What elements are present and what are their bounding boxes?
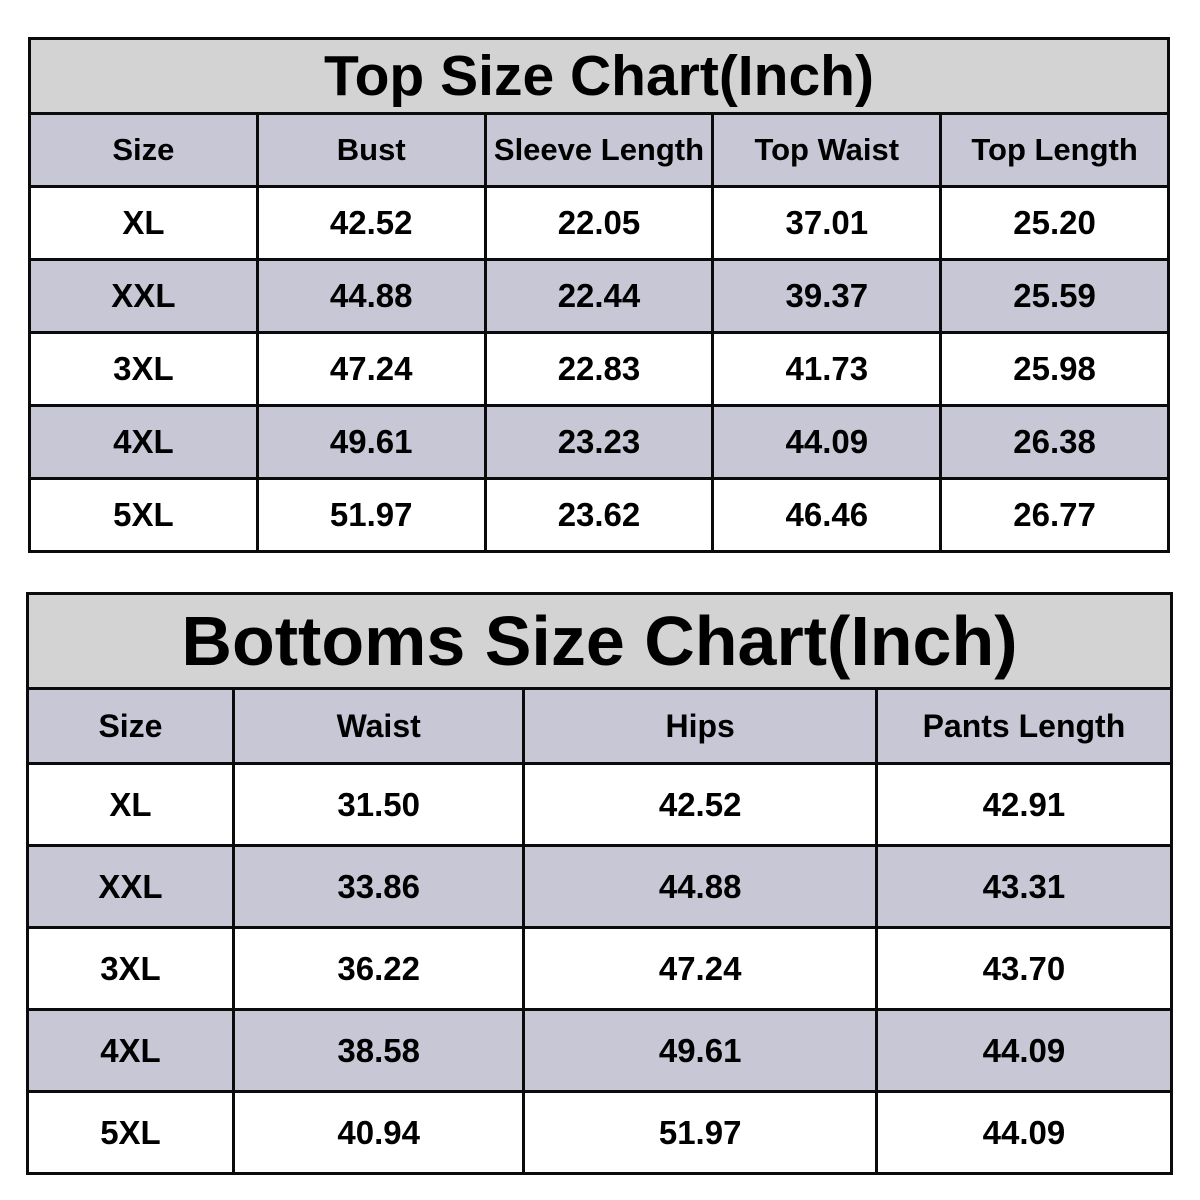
top-xxl-size: XXL — [28, 258, 259, 334]
bottoms-4xl-hips: 49.61 — [522, 1008, 878, 1093]
top-5xl-size: 5XL — [28, 477, 259, 553]
top-4xl-sleeve: 23.23 — [483, 404, 715, 480]
table-row: 5XL 51.97 23.62 46.46 26.77 — [28, 477, 1170, 553]
bottoms-xxl-pants-length: 43.31 — [874, 844, 1174, 929]
bottoms-header-hips: Hips — [522, 687, 878, 765]
bottoms-xxl-waist: 33.86 — [231, 844, 526, 929]
top-chart-title: Top Size Chart(Inch) — [28, 37, 1170, 115]
bottoms-header-pants-length: Pants Length — [874, 687, 1174, 765]
top-header-bust: Bust — [255, 112, 487, 188]
top-4xl-size: 4XL — [28, 404, 259, 480]
bottoms-3xl-hips: 47.24 — [522, 926, 878, 1011]
bottoms-xl-size: XL — [26, 762, 235, 847]
bottoms-xl-waist: 31.50 — [231, 762, 526, 847]
top-4xl-length: 26.38 — [939, 404, 1170, 480]
top-xl-length: 25.20 — [939, 185, 1170, 261]
bottoms-4xl-size: 4XL — [26, 1008, 235, 1093]
bottoms-chart-header-row: Size Waist Hips Pants Length — [26, 687, 1174, 765]
bottoms-3xl-size: 3XL — [26, 926, 235, 1011]
top-header-sleeve-length: Sleeve Length — [483, 112, 715, 188]
bottoms-4xl-waist: 38.58 — [231, 1008, 526, 1093]
bottoms-header-waist: Waist — [231, 687, 526, 765]
table-row: 3XL 36.22 47.24 43.70 — [26, 926, 1174, 1011]
bottoms-3xl-pants-length: 43.70 — [874, 926, 1174, 1011]
bottoms-chart-title: Bottoms Size Chart(Inch) — [26, 592, 1173, 690]
table-row: 5XL 40.94 51.97 44.09 — [26, 1090, 1174, 1175]
top-xxl-length: 25.59 — [939, 258, 1170, 334]
top-3xl-sleeve: 22.83 — [483, 331, 715, 407]
bottoms-xl-hips: 42.52 — [522, 762, 878, 847]
top-header-top-length: Top Length — [939, 112, 1170, 188]
bottoms-5xl-hips: 51.97 — [522, 1090, 878, 1175]
top-xl-bust: 42.52 — [255, 185, 487, 261]
top-5xl-bust: 51.97 — [255, 477, 487, 553]
table-row: XXL 44.88 22.44 39.37 25.59 — [28, 258, 1170, 334]
bottoms-4xl-pants-length: 44.09 — [874, 1008, 1174, 1093]
table-row: XL 42.52 22.05 37.01 25.20 — [28, 185, 1170, 261]
top-5xl-waist: 46.46 — [711, 477, 943, 553]
top-5xl-length: 26.77 — [939, 477, 1170, 553]
top-header-top-waist: Top Waist — [711, 112, 943, 188]
top-xxl-waist: 39.37 — [711, 258, 943, 334]
bottoms-3xl-waist: 36.22 — [231, 926, 526, 1011]
top-3xl-waist: 41.73 — [711, 331, 943, 407]
table-row: 3XL 47.24 22.83 41.73 25.98 — [28, 331, 1170, 407]
top-xl-size: XL — [28, 185, 259, 261]
table-row: XXL 33.86 44.88 43.31 — [26, 844, 1174, 929]
bottoms-xxl-size: XXL — [26, 844, 235, 929]
top-xl-waist: 37.01 — [711, 185, 943, 261]
top-xl-sleeve: 22.05 — [483, 185, 715, 261]
bottoms-chart-title-row: Bottoms Size Chart(Inch) — [26, 592, 1173, 690]
table-row: XL 31.50 42.52 42.91 — [26, 762, 1174, 847]
top-3xl-size: 3XL — [28, 331, 259, 407]
bottoms-xxl-hips: 44.88 — [522, 844, 878, 929]
top-header-size: Size — [28, 112, 259, 188]
top-3xl-bust: 47.24 — [255, 331, 487, 407]
top-xxl-bust: 44.88 — [255, 258, 487, 334]
top-size-chart-table: Top Size Chart(Inch) Size Bust Sleeve Le… — [28, 37, 1170, 553]
top-5xl-sleeve: 23.62 — [483, 477, 715, 553]
bottoms-header-size: Size — [26, 687, 235, 765]
bottoms-size-chart-table: Bottoms Size Chart(Inch) Size Waist Hips… — [26, 592, 1174, 1175]
table-row: 4XL 49.61 23.23 44.09 26.38 — [28, 404, 1170, 480]
bottoms-5xl-size: 5XL — [26, 1090, 235, 1175]
bottoms-5xl-pants-length: 44.09 — [874, 1090, 1174, 1175]
top-chart-title-row: Top Size Chart(Inch) — [28, 37, 1170, 115]
top-3xl-length: 25.98 — [939, 331, 1170, 407]
top-chart-header-row: Size Bust Sleeve Length Top Waist Top Le… — [28, 112, 1170, 188]
bottoms-5xl-waist: 40.94 — [231, 1090, 526, 1175]
table-row: 4XL 38.58 49.61 44.09 — [26, 1008, 1174, 1093]
top-xxl-sleeve: 22.44 — [483, 258, 715, 334]
bottoms-xl-pants-length: 42.91 — [874, 762, 1174, 847]
top-4xl-bust: 49.61 — [255, 404, 487, 480]
top-4xl-waist: 44.09 — [711, 404, 943, 480]
